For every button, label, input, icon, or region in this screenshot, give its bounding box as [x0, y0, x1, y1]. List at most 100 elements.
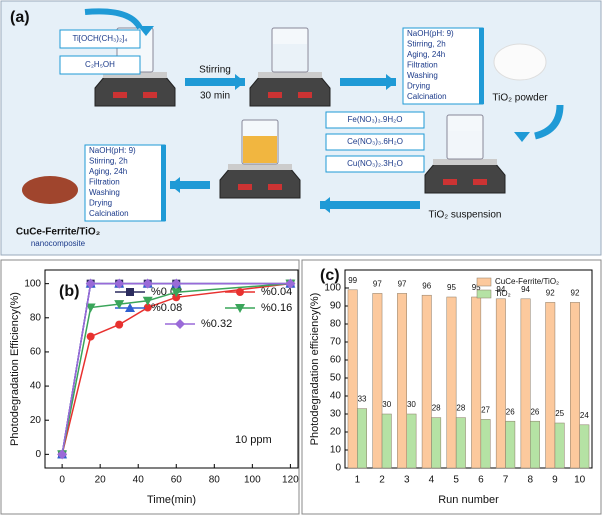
value-label: 30 [382, 400, 391, 409]
marker [114, 278, 125, 289]
value-label: 97 [373, 280, 382, 289]
arrow [534, 104, 564, 140]
x-tick-label: 60 [171, 475, 183, 486]
step-text: NaOH(pH: 9) [89, 146, 136, 155]
value-label: 24 [580, 411, 589, 420]
value-label: 30 [407, 400, 416, 409]
y-axis-label: Photodegradation efficiency(%) [309, 293, 321, 446]
arrow-head [235, 74, 245, 90]
hotplate [94, 75, 176, 107]
value-label: 97 [398, 280, 407, 289]
marker [172, 293, 181, 302]
marker [236, 288, 244, 296]
value-label: 92 [571, 289, 580, 298]
panel-b-frame [0, 259, 300, 515]
arrow-head [138, 26, 154, 36]
hotplate [219, 167, 301, 199]
step-text: NaOH(pH: 9) [407, 29, 454, 38]
step-text: Aging, 24h [89, 167, 127, 176]
hotplate [424, 162, 506, 194]
marker [85, 278, 96, 289]
hotplate-display [268, 92, 282, 98]
bar [520, 298, 531, 469]
hotplate-top [228, 164, 292, 170]
beaker-liquid [273, 44, 307, 71]
marker [142, 278, 153, 289]
product-powder [22, 176, 78, 204]
value-label: 33 [358, 395, 367, 404]
hotplate-display [268, 184, 282, 190]
marker [114, 300, 125, 310]
hotplate-top [258, 72, 322, 78]
value-label: 92 [546, 289, 555, 298]
plot-frame [44, 269, 299, 469]
powder [493, 43, 547, 81]
value-label: 96 [422, 281, 431, 290]
salt-label: Ce(NO₃)₃.6H₂O [347, 137, 403, 146]
beaker-liquid [448, 131, 482, 158]
panel-label: (b) [59, 283, 79, 300]
arrow-head [386, 74, 396, 90]
y-tick-label: 30 [330, 409, 342, 420]
marker [85, 303, 96, 313]
y-tick-label: 50 [330, 373, 342, 384]
hotplate-top [433, 159, 497, 165]
bar [505, 420, 516, 469]
series-line [61, 282, 291, 455]
hotplate-display [113, 92, 127, 98]
product-label: nanocomposite [31, 239, 86, 248]
chart-c: 0 10 20 30 40 50 60 70 80 90 100 Run number Photodeg… [309, 267, 593, 506]
marker [171, 278, 182, 289]
value-label: 95 [447, 283, 456, 292]
value-label: 27 [481, 406, 490, 415]
marker [126, 288, 134, 296]
step-text: Filtration [407, 61, 438, 70]
reagent-box [59, 55, 141, 75]
bar [455, 417, 466, 469]
hotplate-display [143, 92, 157, 98]
arrow [84, 8, 143, 30]
value-label: 28 [456, 404, 465, 413]
salt-label: Fe(NO₃)₃.9H₂O [348, 115, 403, 124]
value-label: 94 [521, 285, 530, 294]
step-text: Washing [89, 188, 120, 197]
bar [397, 293, 408, 469]
y-tick-label: 0 [35, 449, 41, 460]
value-label: 26 [506, 407, 515, 416]
marker [171, 288, 182, 298]
value-label: 28 [432, 404, 441, 413]
bar [421, 294, 432, 469]
x-tick-label: 20 [95, 475, 107, 486]
reagent-label: Ti[OCH(CH₃)₂]₄ [72, 34, 127, 43]
bar [381, 413, 392, 469]
bar [554, 422, 565, 469]
legend-swatch [476, 289, 492, 299]
beaker-liquid [243, 136, 277, 163]
bar [545, 302, 556, 469]
bar [570, 302, 580, 469]
step-text: Calcination [407, 92, 447, 101]
legend-swatch [476, 277, 492, 287]
y-tick-label: 20 [330, 427, 342, 438]
x-tick-label: 1 [355, 475, 361, 486]
x-tick-label: 6 [478, 475, 484, 486]
x-tick-label: 8 [527, 475, 533, 486]
hotplate-top [103, 72, 167, 78]
y-tick-label: 80 [30, 312, 42, 323]
marker [235, 304, 245, 313]
x-tick-label: 0 [59, 475, 65, 486]
y-tick-label: 40 [30, 381, 42, 392]
arrow-head [514, 132, 530, 142]
legend-label: CuCe-Ferrite/TiO₂ [495, 277, 559, 286]
x-tick-label: 120 [282, 475, 299, 486]
series-line [61, 282, 291, 455]
legend-label: %0.04 [261, 286, 292, 298]
steps-box [402, 27, 484, 105]
legend-label: %0.32 [201, 318, 232, 330]
marker [115, 320, 124, 329]
hotplate-display [473, 179, 487, 185]
salt-box [325, 133, 425, 151]
step-label: 30 min [200, 91, 230, 102]
legend-label: %0.16 [261, 302, 292, 314]
